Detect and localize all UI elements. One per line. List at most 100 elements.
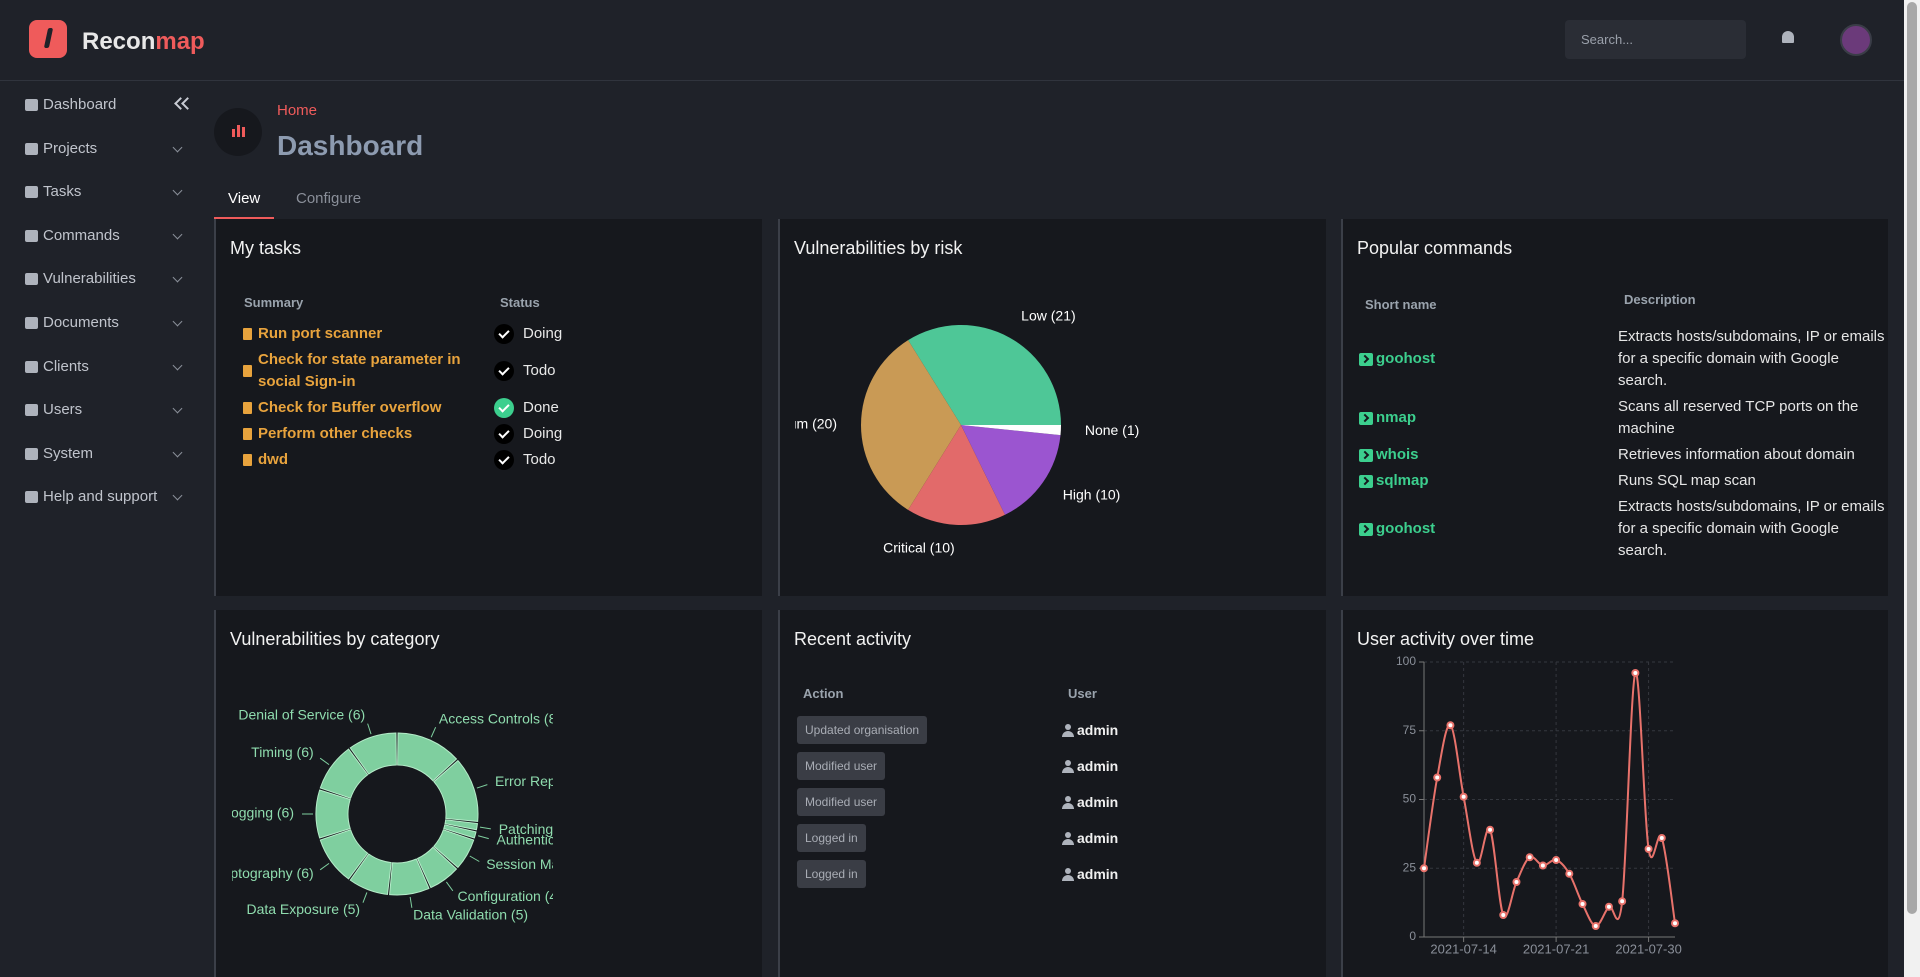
cell: admin bbox=[1062, 856, 1118, 892]
user[interactable]: admin bbox=[1077, 757, 1119, 774]
nav-item[interactable]: Documents bbox=[25, 308, 190, 338]
status: Todo bbox=[523, 362, 556, 380]
donut-segment bbox=[349, 732, 397, 775]
nav-item[interactable]: Tasks bbox=[25, 177, 190, 207]
segment-label: Cryptography (6) bbox=[232, 865, 314, 881]
nav-item[interactable]: Help and support bbox=[25, 482, 190, 512]
expand-chevron bbox=[172, 403, 183, 414]
user[interactable]: admin bbox=[1077, 793, 1119, 810]
nav-icon bbox=[25, 142, 38, 155]
row: dwd Todo bbox=[238, 447, 562, 473]
cell: sqlmap bbox=[1359, 468, 1618, 494]
user[interactable]: admin bbox=[1077, 721, 1119, 738]
segment-label: Data Validation (5) bbox=[413, 906, 528, 922]
task-link[interactable]: Run port scanner bbox=[258, 325, 383, 343]
user[interactable]: admin bbox=[1077, 829, 1119, 846]
task-link[interactable]: Check for state parameter in social Sign… bbox=[258, 351, 461, 391]
search-input[interactable]: Search... bbox=[1565, 20, 1746, 59]
notifications[interactable] bbox=[1782, 31, 1794, 43]
action-badge: Updated organisation bbox=[797, 716, 928, 744]
widget-title: User activity over time bbox=[1357, 629, 1535, 649]
cell: admin bbox=[1062, 784, 1118, 820]
label-line bbox=[469, 855, 480, 862]
command-link[interactable]: nmap bbox=[1376, 409, 1417, 426]
avatar[interactable] bbox=[1840, 24, 1872, 56]
table: Summary Status Run port scanner Doing Check … bbox=[238, 285, 562, 473]
widget: User activity over time 0 25 50 75 100 2021-0… bbox=[1341, 610, 1888, 977]
x-tick-label: 2021-07-30 bbox=[1615, 941, 1682, 956]
header-row: Summary Status bbox=[238, 285, 562, 321]
command-link[interactable]: whois bbox=[1376, 446, 1419, 463]
nav-item[interactable]: Commands bbox=[25, 221, 190, 251]
task-link[interactable]: Check for Buffer overflow bbox=[258, 399, 442, 417]
action-badge: Logged in bbox=[797, 824, 866, 852]
nav-label: Help and support bbox=[43, 488, 158, 506]
nav-icon bbox=[25, 273, 38, 286]
tab[interactable]: Configure bbox=[296, 190, 362, 207]
task-icon bbox=[243, 328, 252, 341]
page-title: Dashboard bbox=[277, 130, 424, 161]
description: Retrieves information about domain bbox=[1618, 446, 1855, 463]
label-line bbox=[367, 723, 372, 735]
task-link[interactable]: Perform other checks bbox=[258, 425, 413, 443]
brand[interactable]: Reconmap bbox=[82, 28, 205, 56]
nav-item[interactable]: Clients bbox=[25, 352, 190, 382]
cell: Modified user bbox=[797, 748, 1062, 784]
logo[interactable] bbox=[29, 20, 67, 58]
nav-item[interactable]: Users bbox=[25, 395, 190, 425]
point bbox=[1446, 721, 1455, 730]
nav-item[interactable]: Projects bbox=[25, 134, 190, 164]
donut-segment bbox=[443, 824, 477, 839]
status: Doing bbox=[523, 325, 563, 343]
column-header: Status bbox=[500, 295, 540, 310]
point bbox=[1538, 861, 1547, 870]
widget: Recent activity Action User Updated organi… bbox=[778, 610, 1326, 977]
command-icon bbox=[1359, 448, 1373, 462]
segment-label: Patching (1) bbox=[499, 821, 553, 837]
nav-label: Tasks bbox=[43, 183, 82, 201]
chart: Access Controls (8) Error Reporting (8) Pa… bbox=[232, 707, 553, 923]
scrollbar-thumb[interactable] bbox=[1907, 2, 1917, 914]
table: Action User Updated organisation admin Modif… bbox=[797, 676, 1118, 892]
row: nmap Scans all reserved TCP ports on the … bbox=[1359, 394, 1886, 442]
task-link[interactable]: dwd bbox=[258, 451, 288, 469]
nav-label: Clients bbox=[43, 357, 89, 375]
action-badge: Modified user bbox=[797, 788, 886, 816]
expand-chevron bbox=[172, 447, 183, 458]
y-tick-label: 0 bbox=[1409, 929, 1416, 943]
donut-segment bbox=[389, 858, 430, 896]
nav-item[interactable]: Dashboard bbox=[25, 90, 190, 120]
command-link[interactable]: goohost bbox=[1376, 350, 1436, 367]
label-line bbox=[409, 896, 413, 908]
point bbox=[1618, 897, 1627, 906]
breadcrumb[interactable]: Home bbox=[277, 102, 318, 119]
description: Runs SQL map scan bbox=[1618, 472, 1756, 489]
command-link[interactable]: goohost bbox=[1376, 520, 1436, 537]
cell: Logged in bbox=[797, 856, 1062, 892]
segment-label: Error Reporting (8) bbox=[495, 773, 553, 789]
point bbox=[1657, 834, 1666, 842]
slice-label: Critical (10) bbox=[883, 540, 955, 556]
label-line bbox=[478, 835, 489, 840]
donut-segment bbox=[433, 829, 475, 869]
nav-item[interactable]: System bbox=[25, 439, 190, 469]
nav-item[interactable]: Vulnerabilities bbox=[25, 264, 190, 294]
pie-slice bbox=[908, 425, 1006, 525]
donut-segment bbox=[444, 819, 478, 831]
donut-segment bbox=[319, 829, 369, 880]
nav-icon bbox=[25, 404, 38, 417]
expand-chevron bbox=[172, 316, 183, 327]
tab[interactable]: View bbox=[228, 190, 261, 207]
command-link[interactable]: sqlmap bbox=[1376, 472, 1429, 489]
task-icon bbox=[243, 454, 252, 467]
widget-title: Popular commands bbox=[1357, 238, 1513, 258]
nav-label: Vulnerabilities bbox=[43, 270, 136, 288]
top-bar: Reconmap Search... bbox=[0, 0, 1904, 81]
x-tick-label: 2021-07-14 bbox=[1430, 941, 1497, 956]
collapse-sidebar[interactable] bbox=[174, 96, 194, 110]
user[interactable]: admin bbox=[1077, 865, 1119, 882]
segment-label: Logging (6) bbox=[232, 805, 294, 821]
point bbox=[1552, 856, 1561, 864]
widget-title: My tasks bbox=[230, 238, 302, 258]
cell: dwd bbox=[238, 447, 494, 473]
